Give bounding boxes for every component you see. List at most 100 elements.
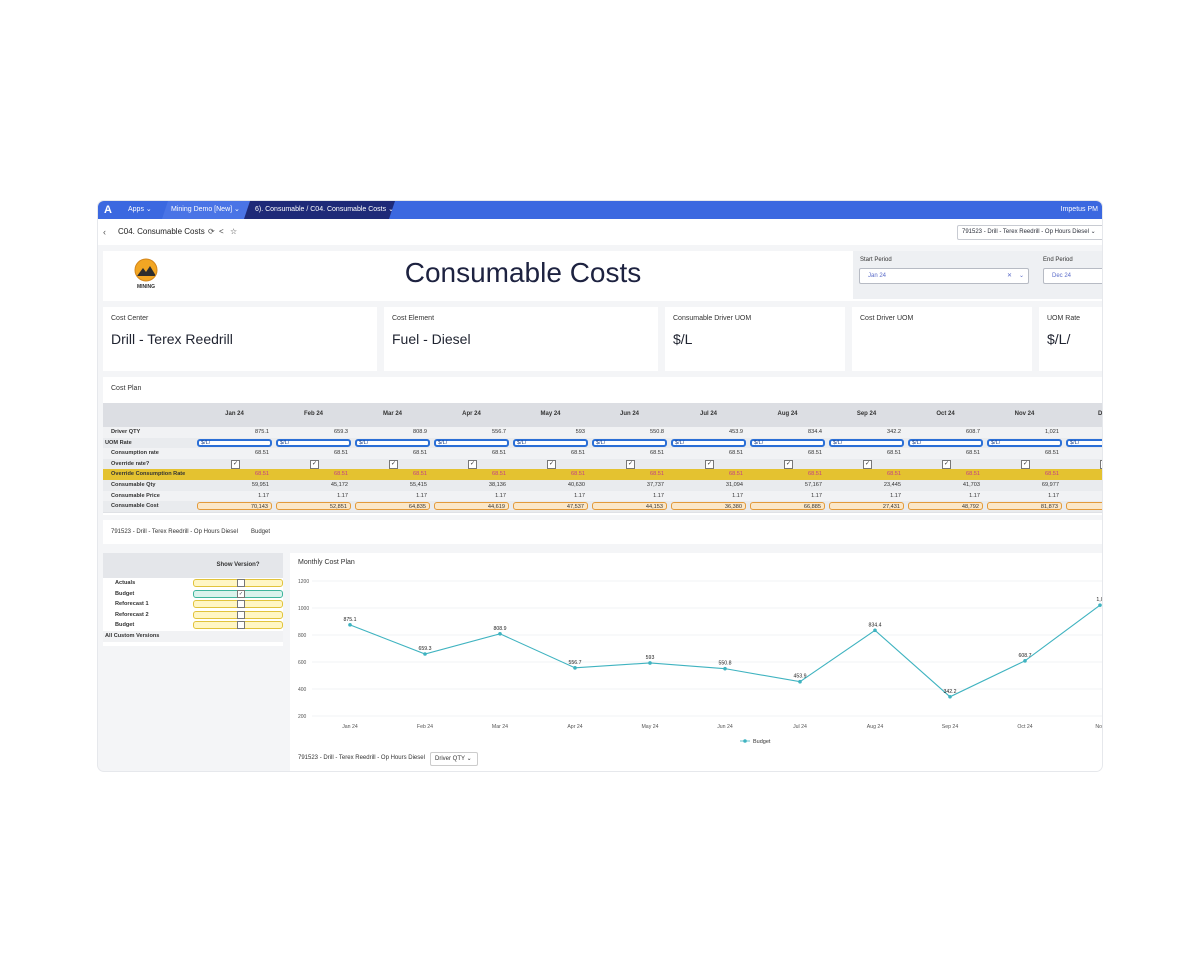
data-point[interactable] bbox=[348, 623, 352, 627]
grid-cell[interactable]: 68.51 bbox=[492, 450, 506, 457]
grid-cell[interactable]: 1.17 bbox=[890, 492, 901, 499]
grid-cell[interactable]: 52,851 bbox=[276, 502, 351, 511]
grid-cell[interactable] bbox=[1066, 492, 1102, 500]
grid-cell[interactable]: 68.51 bbox=[887, 450, 901, 457]
grid-cell[interactable]: 41,703 bbox=[962, 482, 980, 488]
grid-cell[interactable] bbox=[1066, 449, 1102, 457]
grid-cell[interactable]: 556.7 bbox=[492, 429, 506, 435]
grid-cell[interactable]: 81,873 bbox=[987, 502, 1062, 511]
grid-cell[interactable]: 1.17 bbox=[574, 492, 585, 499]
refresh-icon[interactable]: ⟳ bbox=[208, 227, 215, 236]
data-point[interactable] bbox=[948, 695, 952, 699]
grid-cell[interactable]: 1.17 bbox=[732, 492, 743, 499]
override-checkbox[interactable]: ✓ bbox=[547, 459, 556, 469]
grid-cell[interactable]: 27,431 bbox=[829, 502, 904, 511]
data-point[interactable] bbox=[798, 679, 802, 684]
grid-cell[interactable]: $/L/ bbox=[671, 438, 746, 447]
grid-cell[interactable]: 68.51 bbox=[987, 470, 1062, 479]
footer-version[interactable]: Budget bbox=[251, 529, 271, 535]
version-checkbox[interactable] bbox=[237, 579, 245, 587]
chevron-down-icon[interactable]: ⌄ bbox=[1018, 273, 1024, 279]
grid-cell[interactable]: 1.17 bbox=[811, 492, 822, 499]
grid-cell[interactable]: $/L/ bbox=[592, 438, 667, 447]
override-checkbox[interactable]: ✓ bbox=[626, 459, 635, 469]
grid-cell[interactable]: 68.51 bbox=[908, 470, 983, 479]
version-checkbox[interactable]: ✓ bbox=[237, 589, 245, 598]
data-point[interactable] bbox=[498, 631, 502, 636]
end-period-select[interactable]: Dec 24 bbox=[1043, 268, 1102, 284]
version-checkbox[interactable] bbox=[237, 610, 245, 619]
footer-item[interactable]: 791523 - Drill - Terex Reedrill - Op Hou… bbox=[111, 529, 238, 535]
override-checkbox[interactable]: ✓ bbox=[468, 459, 477, 469]
grid-cell[interactable]: $/L/ bbox=[197, 438, 272, 447]
grid-cell[interactable]: 1,021 bbox=[1045, 429, 1059, 435]
legend-label-budget[interactable]: Budget bbox=[753, 739, 771, 745]
grid-cell[interactable]: 68.51 bbox=[671, 470, 746, 479]
grid-cell[interactable]: 453.9 bbox=[729, 429, 743, 435]
override-checkbox[interactable]: ✓ bbox=[705, 459, 714, 469]
grid-cell[interactable]: 1.17 bbox=[1048, 492, 1059, 499]
version-checkbox[interactable] bbox=[237, 621, 245, 630]
grid-cell[interactable]: 40,630 bbox=[567, 482, 585, 488]
nav-current-page[interactable]: 6). Consumable / C04. Consumable Costs ⌄ bbox=[244, 201, 395, 219]
grid-cell[interactable]: 68.51 bbox=[729, 450, 743, 457]
grid-cell[interactable]: 659.3 bbox=[334, 429, 348, 435]
grid-cell[interactable]: 23,445 bbox=[883, 482, 901, 488]
grid-cell[interactable]: $/L/ bbox=[276, 438, 351, 447]
grid-cell[interactable]: 37,737 bbox=[646, 482, 664, 488]
grid-cell[interactable]: 68.51 bbox=[571, 450, 585, 457]
star-icon[interactable]: ☆ bbox=[230, 227, 238, 236]
nav-user[interactable]: Impetus PM bbox=[1060, 206, 1098, 213]
grid-cell[interactable]: 57,167 bbox=[804, 482, 822, 488]
grid-cell[interactable]: 68.51 bbox=[413, 450, 427, 457]
grid-cell[interactable]: 875.1 bbox=[255, 429, 269, 435]
chart-footer-item[interactable]: 791523 - Drill - Terex Reedrill - Op Hou… bbox=[298, 755, 425, 761]
grid-cell[interactable]: 55,415 bbox=[409, 482, 427, 488]
grid-cell[interactable]: 68.51 bbox=[650, 450, 664, 457]
grid-cell[interactable]: 44,619 bbox=[434, 502, 509, 511]
grid-cell[interactable]: 44,153 bbox=[592, 502, 667, 511]
grid-cell[interactable]: 808.9 bbox=[413, 429, 427, 435]
grid-cell[interactable]: 68.51 bbox=[966, 450, 980, 457]
grid-cell[interactable]: 1.17 bbox=[337, 492, 348, 499]
grid-cell[interactable]: 36,380 bbox=[671, 502, 746, 511]
override-checkbox[interactable]: ✓ bbox=[1100, 459, 1102, 469]
data-point[interactable] bbox=[873, 628, 877, 633]
grid-cell[interactable]: 1.17 bbox=[258, 492, 269, 499]
grid-cell[interactable]: $/L/ bbox=[987, 438, 1062, 447]
grid-cell[interactable] bbox=[1066, 470, 1102, 479]
grid-cell[interactable]: 834.4 bbox=[808, 429, 822, 435]
grid-cell[interactable]: 31,094 bbox=[725, 482, 743, 488]
clear-icon[interactable]: ✕ bbox=[1006, 273, 1012, 279]
grid-cell[interactable]: 64,835 bbox=[355, 502, 430, 511]
nav-apps[interactable]: Apps ⌄ bbox=[120, 201, 168, 219]
nav-model[interactable]: Mining Demo [New] ⌄ bbox=[162, 201, 251, 219]
grid-cell[interactable]: 68.51 bbox=[750, 470, 825, 479]
grid-cell[interactable]: 45,172 bbox=[330, 482, 348, 488]
anaplan-logo-icon[interactable]: A bbox=[104, 204, 112, 216]
grid-cell[interactable]: 342.2 bbox=[887, 429, 901, 435]
grid-cell[interactable]: 68.51 bbox=[334, 450, 348, 457]
grid-cell[interactable]: $/L/ bbox=[829, 438, 904, 447]
override-checkbox[interactable]: ✓ bbox=[389, 459, 398, 469]
grid-cell[interactable]: 68.51 bbox=[808, 450, 822, 457]
context-selector[interactable]: 791523 - Drill - Terex Reedrill - Op Hou… bbox=[957, 225, 1102, 240]
grid-cell[interactable]: $/L/ bbox=[908, 438, 983, 447]
start-period-select[interactable]: Jan 24 ✕ ⌄ bbox=[859, 268, 1029, 284]
grid-cell[interactable]: 593 bbox=[575, 429, 585, 435]
grid-cell[interactable]: 1.17 bbox=[969, 492, 980, 499]
data-point[interactable] bbox=[1098, 603, 1102, 607]
grid-cell[interactable]: 66,885 bbox=[750, 502, 825, 511]
grid-cell[interactable] bbox=[1066, 481, 1102, 489]
chart-measure-dropdown[interactable]: Driver QTY ⌄ bbox=[430, 752, 478, 766]
grid-cell[interactable] bbox=[1066, 428, 1102, 436]
override-checkbox[interactable]: ✓ bbox=[231, 459, 240, 469]
grid-cell[interactable]: $/L/ bbox=[434, 438, 509, 447]
grid-cell[interactable]: 68.51 bbox=[197, 470, 272, 479]
data-point[interactable] bbox=[1023, 659, 1027, 663]
grid-cell[interactable]: 69,977 bbox=[1041, 482, 1059, 488]
grid-cell[interactable]: 59,951 bbox=[251, 482, 269, 488]
grid-cell[interactable]: 1.17 bbox=[416, 492, 427, 499]
grid-cell[interactable]: 47,537 bbox=[513, 502, 588, 511]
grid-cell[interactable]: 68.51 bbox=[355, 470, 430, 479]
